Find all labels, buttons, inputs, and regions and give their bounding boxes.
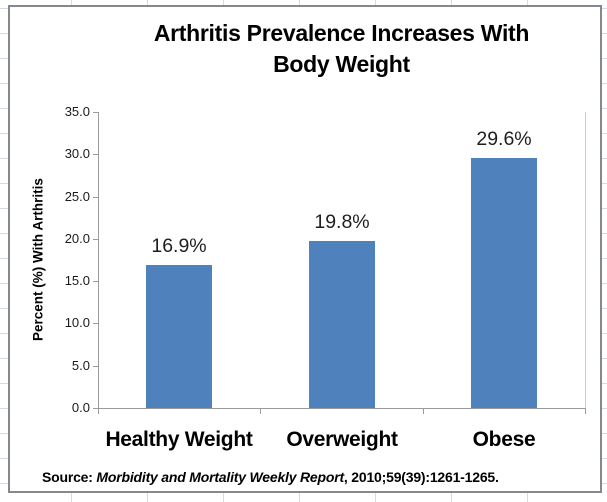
y-tick-label: 30.0 [64, 146, 90, 161]
x-category-label-overweight: Overweight [286, 428, 398, 451]
bar-obese[interactable] [471, 158, 537, 408]
plot-area: 0.0 5.0 10.0 15.0 20.0 25.0 30.0 35.0 16.9% Healt… [10, 7, 600, 491]
x-tick [260, 408, 261, 414]
y-tick [93, 112, 98, 113]
chart-object[interactable]: Arthritis Prevalence Increases With Body… [8, 5, 602, 493]
source-prefix: Source: [42, 469, 97, 485]
bar-value-label: 29.6% [476, 128, 532, 150]
source-citation: Source: Morbidity and Mortality Weekly R… [42, 469, 582, 485]
plot-right-border [585, 112, 586, 408]
x-tick [98, 408, 99, 414]
y-tick [93, 408, 98, 409]
bar-overweight[interactable] [309, 241, 375, 408]
y-tick [93, 154, 98, 155]
y-tick [93, 281, 98, 282]
y-tick-label: 5.0 [71, 358, 90, 373]
y-tick-label: 35.0 [64, 104, 90, 119]
y-tick [93, 323, 98, 324]
bar-value-label: 16.9% [151, 235, 207, 257]
x-axis-line [98, 408, 586, 409]
y-axis-line [98, 112, 99, 414]
x-tick [423, 408, 424, 414]
source-journal: Morbidity and Mortality Weekly Report [96, 469, 344, 485]
x-category-label-healthy-weight: Healthy Weight [105, 428, 253, 451]
chart-title: Arthritis Prevalence Increases With Body… [98, 18, 585, 80]
y-tick [93, 197, 98, 198]
x-category-label-obese: Obese [472, 428, 536, 451]
chart-title-line2: Body Weight [273, 51, 410, 77]
x-tick [585, 408, 586, 414]
source-suffix: , 2010;59(39):1261-1265. [343, 469, 499, 485]
bar-healthy-weight[interactable] [146, 265, 212, 408]
y-tick-label: 25.0 [64, 189, 90, 204]
bar-value-label: 19.8% [314, 211, 370, 233]
y-tick [93, 366, 98, 367]
y-tick [93, 239, 98, 240]
y-tick-label: 10.0 [64, 315, 90, 330]
y-tick-label: 20.0 [64, 231, 90, 246]
y-tick-label: 0.0 [71, 400, 90, 415]
y-tick-label: 15.0 [64, 273, 90, 288]
chart-title-line1: Arthritis Prevalence Increases With [153, 20, 530, 46]
